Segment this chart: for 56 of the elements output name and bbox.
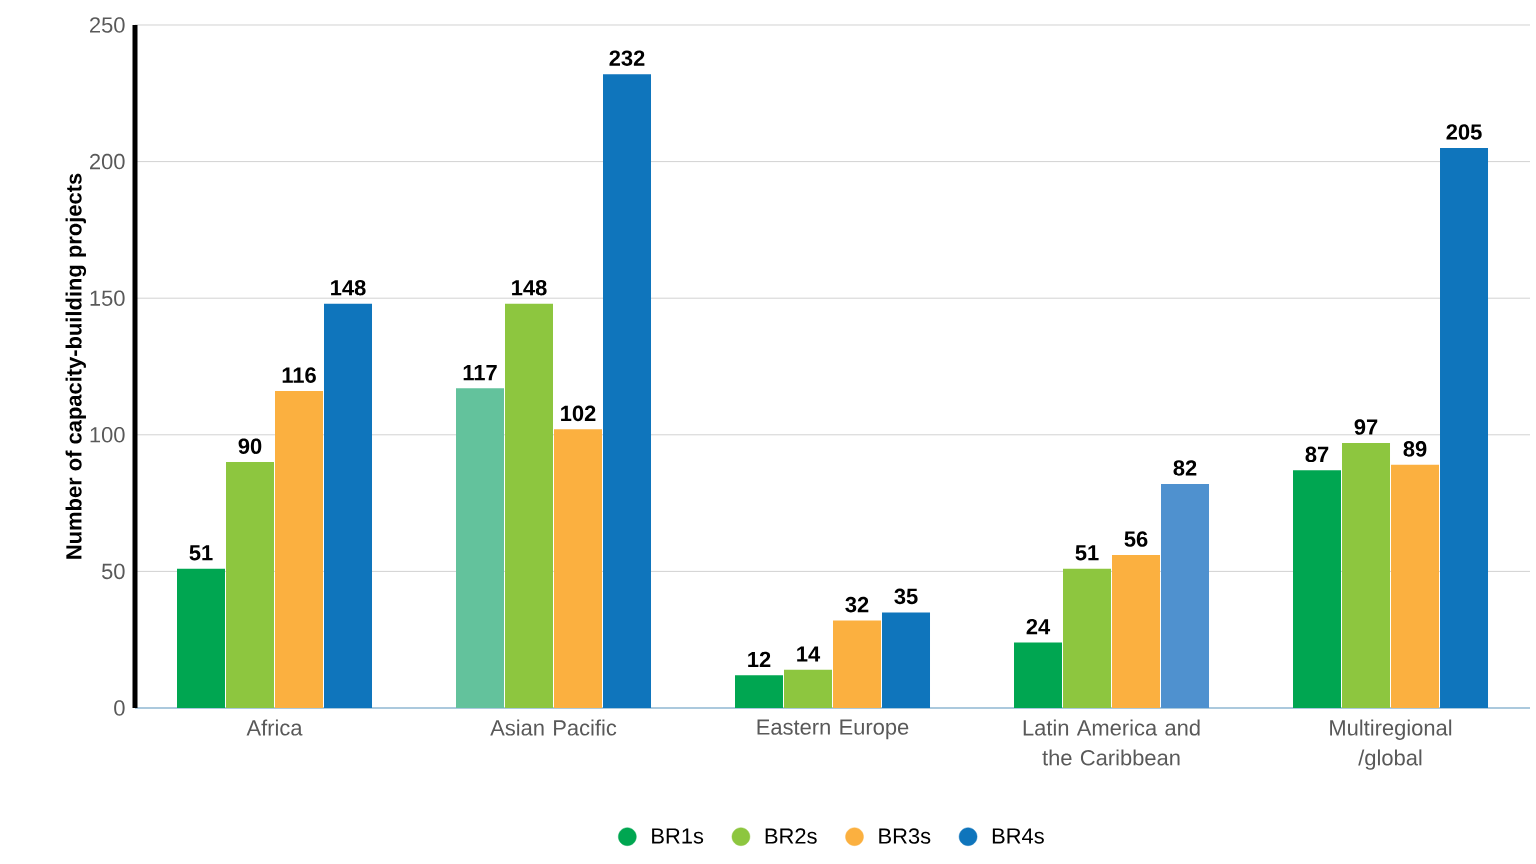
data-label: 14 <box>797 646 821 662</box>
bar <box>1391 464 1440 708</box>
data-label: 148 <box>331 279 366 296</box>
y-tick-label: 50 <box>101 563 125 580</box>
x-tick-label: Latin America and the Caribbean <box>1023 719 1200 766</box>
data-label: 97 <box>1354 419 1378 435</box>
bar <box>1112 555 1161 708</box>
y-tick-label: 250 <box>90 17 125 33</box>
bar <box>324 303 372 708</box>
legend-label: BR1s <box>652 828 704 844</box>
bar <box>1063 568 1112 708</box>
legend-label: BR3s <box>879 828 931 844</box>
bar <box>505 303 553 708</box>
bar <box>1161 483 1210 708</box>
data-label: 90 <box>238 438 262 454</box>
data-label: 51 <box>1075 545 1099 561</box>
data-label: 51 <box>189 545 213 561</box>
data-label: 205 <box>1446 124 1482 140</box>
data-label: 12 <box>748 651 771 668</box>
data-label: 24 <box>1026 618 1051 635</box>
data-label: 232 <box>609 50 645 66</box>
x-tick-label: Eastern Europe <box>757 719 909 740</box>
y-tick-label: 200 <box>90 153 125 170</box>
data-label: 32 <box>845 596 869 613</box>
bar <box>784 669 832 708</box>
data-label: 89 <box>1403 441 1427 457</box>
bar <box>554 429 602 708</box>
bar <box>1342 442 1391 708</box>
data-label: 82 <box>1173 460 1197 476</box>
bar <box>1440 147 1489 708</box>
data-label: 148 <box>512 279 547 296</box>
y-tick-label: 100 <box>90 427 125 443</box>
y-tick-label: 150 <box>90 290 125 306</box>
legend-label: BR2s <box>765 828 817 844</box>
data-label: 56 <box>1124 531 1148 547</box>
y-tick-label: 0 <box>114 700 125 716</box>
x-tick-label: Multiregional /global <box>1330 719 1452 770</box>
bar <box>177 568 225 708</box>
data-label: 102 <box>561 405 596 422</box>
x-tick-label: Asian Pacific <box>490 719 617 736</box>
data-label: 87 <box>1305 446 1329 463</box>
bar <box>1014 642 1063 708</box>
x-tick-label: Africa <box>246 719 303 736</box>
data-label: 117 <box>463 365 497 381</box>
bar <box>275 391 323 708</box>
bar <box>603 74 651 708</box>
bar <box>1293 470 1342 708</box>
data-label: 116 <box>282 367 316 383</box>
data-label: 35 <box>894 588 918 605</box>
bar <box>226 462 274 708</box>
legend-label: BR4s <box>992 828 1044 844</box>
bar <box>833 620 882 708</box>
bar <box>735 675 783 708</box>
bar <box>882 612 931 708</box>
bar <box>456 388 504 708</box>
y-axis-title: Number of capacity-building projects <box>65 173 87 559</box>
